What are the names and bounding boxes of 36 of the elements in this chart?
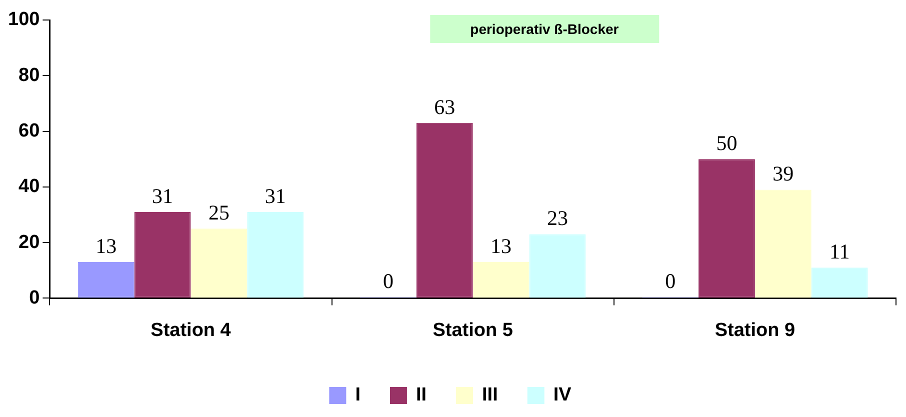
bar [472, 262, 530, 298]
y-tick-label: 60 [18, 120, 40, 142]
y-tick-label: 100 [8, 9, 40, 30]
bar [698, 159, 755, 298]
y-tick-label: 0 [29, 287, 40, 308]
data-label: 31 [152, 184, 174, 208]
x-tick-label: Station 9 [714, 320, 796, 341]
legend-label: III [482, 384, 498, 406]
data-label: 63 [434, 94, 456, 119]
bar [529, 234, 586, 298]
bar [190, 228, 248, 298]
data-label: 39 [772, 162, 794, 186]
bar [416, 122, 473, 298]
y-tick-label: 40 [18, 176, 40, 198]
bar [134, 212, 191, 298]
data-label: 25 [208, 200, 230, 225]
data-label: 31 [264, 184, 286, 208]
data-label: 23 [546, 206, 568, 230]
y-tick-label: 20 [18, 232, 40, 253]
label-box: perioperativ ß-Blocker [430, 15, 659, 43]
data-label: 13 [490, 234, 512, 258]
data-label: 11 [829, 240, 850, 264]
x-tick-label: Station 4 [150, 320, 232, 341]
legend-label: II [416, 384, 427, 406]
y-tick-label: 80 [18, 64, 40, 86]
data-label: 0 [382, 269, 394, 294]
legend-label: IV [553, 384, 572, 406]
data-label: 50 [716, 131, 738, 156]
bar [78, 262, 134, 298]
data-label: 0 [665, 269, 676, 294]
bar [247, 212, 304, 298]
bar [754, 190, 812, 298]
bar [811, 268, 868, 298]
data-label: 13 [96, 234, 117, 258]
legend-label: I [355, 384, 360, 406]
x-tick-label: Station 5 [432, 320, 514, 341]
